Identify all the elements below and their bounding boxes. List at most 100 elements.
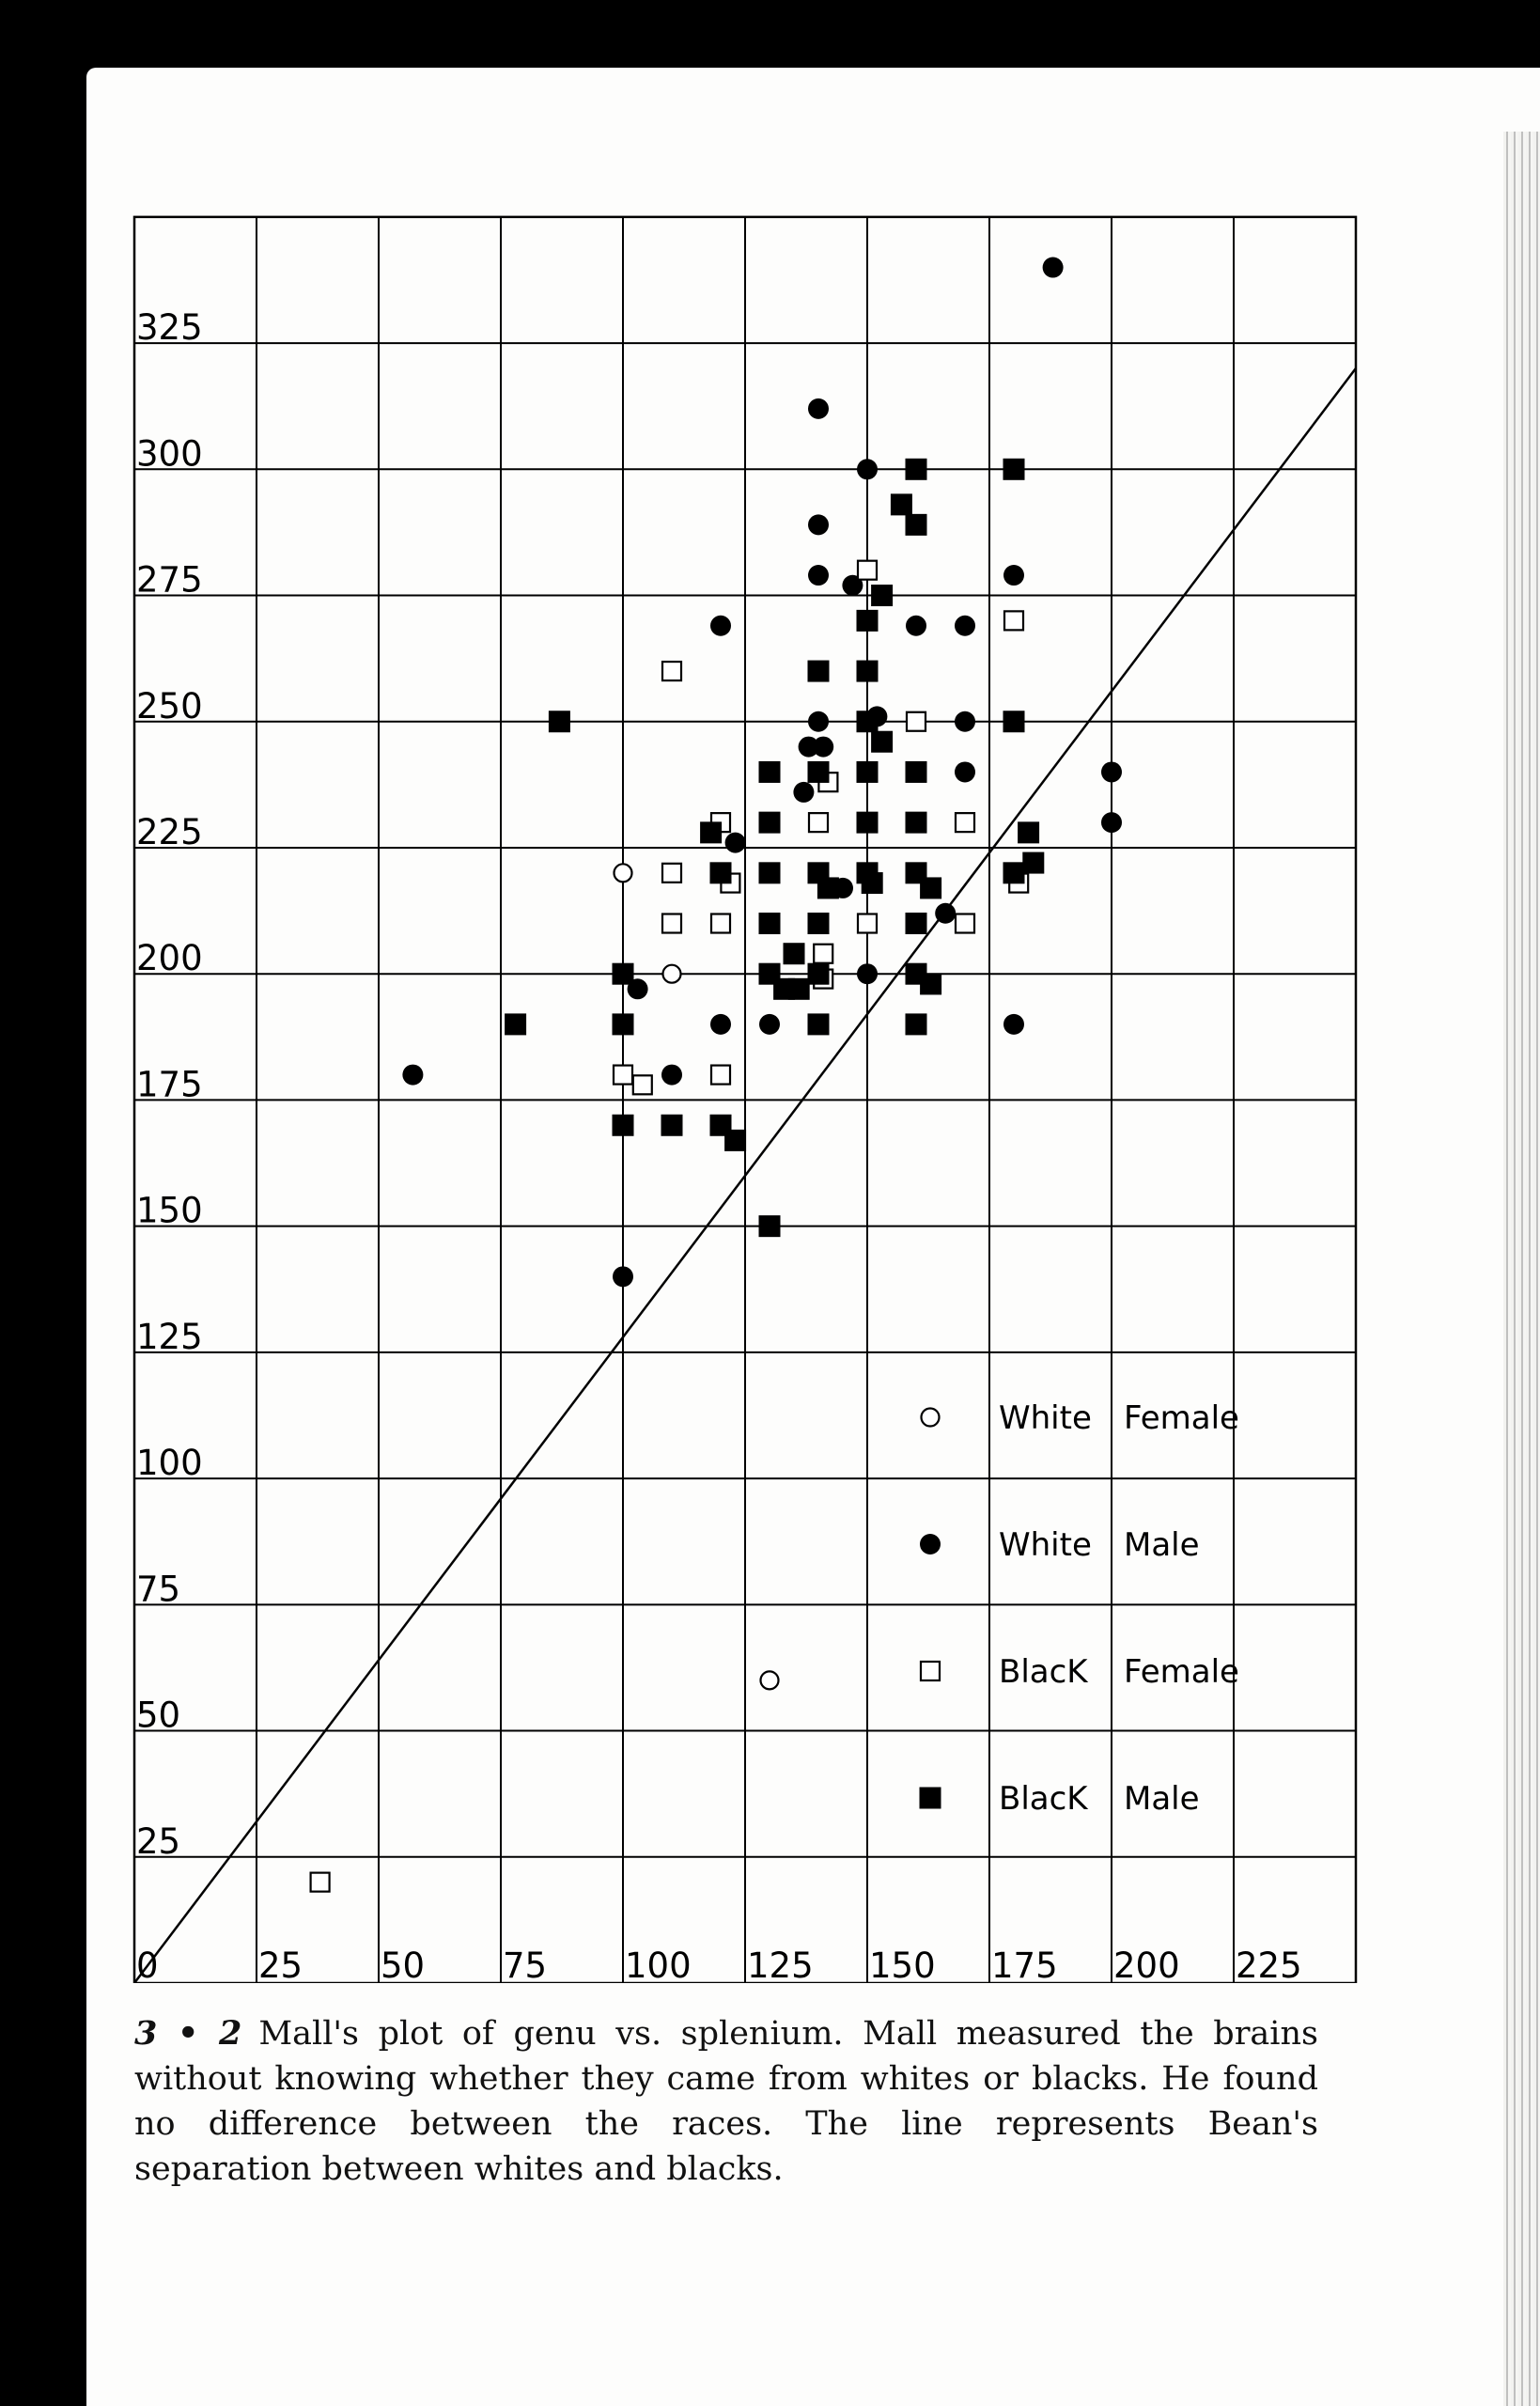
black-male-point [758,862,781,884]
black-male-point [1003,711,1025,733]
plot-grid [132,215,1358,1983]
x-tick-label: 0 [136,1945,159,1983]
white-male-point [808,398,829,419]
white-male-point [808,514,829,536]
white-male-point [857,963,878,985]
black-male-point [920,877,942,899]
legend-marker-white-male [920,1534,941,1555]
legend-label-sex: Female [1124,1399,1239,1437]
black-male-point [890,493,912,516]
x-axis-ticks: 0 25 50 75 100 125 150 175 200 225 [136,1945,1302,1983]
separation-line-group [133,367,1357,1983]
white-male-point [661,1064,682,1086]
x-tick-label: 150 [869,1945,936,1983]
black-male-point [709,862,732,884]
black-female-point [309,1871,331,1893]
white-male-point [710,615,731,636]
black-male-point [1022,851,1045,874]
black-female-point [954,913,976,934]
black-male-point [612,1114,634,1136]
black-male-point [861,872,883,895]
black-male-point [807,1013,830,1036]
black-female-point [856,559,879,581]
black-female-point [661,913,683,934]
black-female-point [631,1074,653,1096]
black-male-point [505,1013,527,1036]
black-male-point [758,913,781,935]
white-male-point [955,615,975,636]
black-male-point [807,913,830,935]
white-male-point [1003,565,1024,586]
white-male-point [798,736,819,758]
black-male-point [920,973,942,995]
caption-text: Mall's plot of genu vs. splenium. Mall m… [134,2015,1318,2188]
black-male-point [856,660,879,682]
white-male-point [808,711,829,732]
y-tick-label: 275 [136,560,203,601]
legend-label-sex: Male [1124,1526,1200,1564]
legend-label-sex: Female [1124,1653,1239,1691]
white-male-point [857,459,878,480]
black-male-point [1003,862,1025,884]
black-male-point [905,1013,927,1036]
black-male-point [807,660,830,682]
black-male-point [787,977,810,1000]
black-female-point [1003,610,1025,632]
black-female-point [856,913,879,934]
white-male-point [808,565,829,586]
black-female-point [954,812,976,834]
y-tick-label: 150 [136,1191,203,1231]
black-male-point [612,962,634,985]
x-tick-label: 100 [625,1945,692,1983]
black-male-point [807,962,830,985]
black-male-point [856,760,879,783]
y-tick-label: 325 [136,307,203,348]
y-tick-label: 100 [136,1443,203,1483]
white-male-point [724,832,746,853]
y-tick-label: 125 [136,1317,203,1357]
white-male-point [955,711,975,732]
x-tick-label: 75 [503,1945,547,1983]
white-female-point [759,1670,780,1691]
x-tick-label: 225 [1236,1945,1302,1983]
x-tick-label: 125 [747,1945,814,1983]
black-male-point [1018,821,1040,844]
legend-marker-white-female [920,1407,941,1428]
x-tick-label: 200 [1113,1945,1180,1983]
white-male-point [759,1013,780,1035]
black-female-point [661,862,683,883]
y-tick-label: 175 [136,1064,203,1104]
black-male-point [905,760,927,783]
legend: White Female White Male BlacK Female BlacK Male [919,1399,1239,1818]
black-male-point [1003,458,1025,480]
black-male-point [758,811,781,834]
y-tick-label: 75 [136,1569,180,1609]
white-male-point [955,761,975,783]
black-male-point [783,943,805,965]
black-male-point [905,513,927,536]
y-axis-ticks: 25 50 75 100 125 150 175 200 225 250 275 300 325 [136,307,203,1862]
black-male-point [905,458,927,480]
y-tick-label: 300 [136,433,203,474]
black-female-point [905,711,927,732]
black-female-point [813,943,834,964]
white-male-point [1101,812,1122,834]
data-points [309,257,1122,1893]
x-tick-label: 50 [381,1945,425,1983]
legend-label-race: BlacK [999,1653,1089,1691]
separation-line [133,367,1357,1983]
black-male-point [905,913,927,935]
figure-number: 3 • 2 [134,2014,242,2053]
legend-label-race: BlacK [999,1780,1089,1818]
white-male-point [1042,257,1064,278]
black-female-point [807,812,830,834]
black-male-point [856,609,879,632]
legend-label-race: White [999,1526,1092,1564]
white-female-point [613,863,633,883]
scatter-plot: 0 25 50 75 100 125 150 175 200 225 25 50 75 100 125 15… [132,215,1358,1983]
white-male-point [1003,1013,1024,1035]
black-female-point [709,913,732,934]
white-female-point [661,963,682,984]
black-male-point [856,711,879,733]
white-male-point [710,1013,731,1035]
